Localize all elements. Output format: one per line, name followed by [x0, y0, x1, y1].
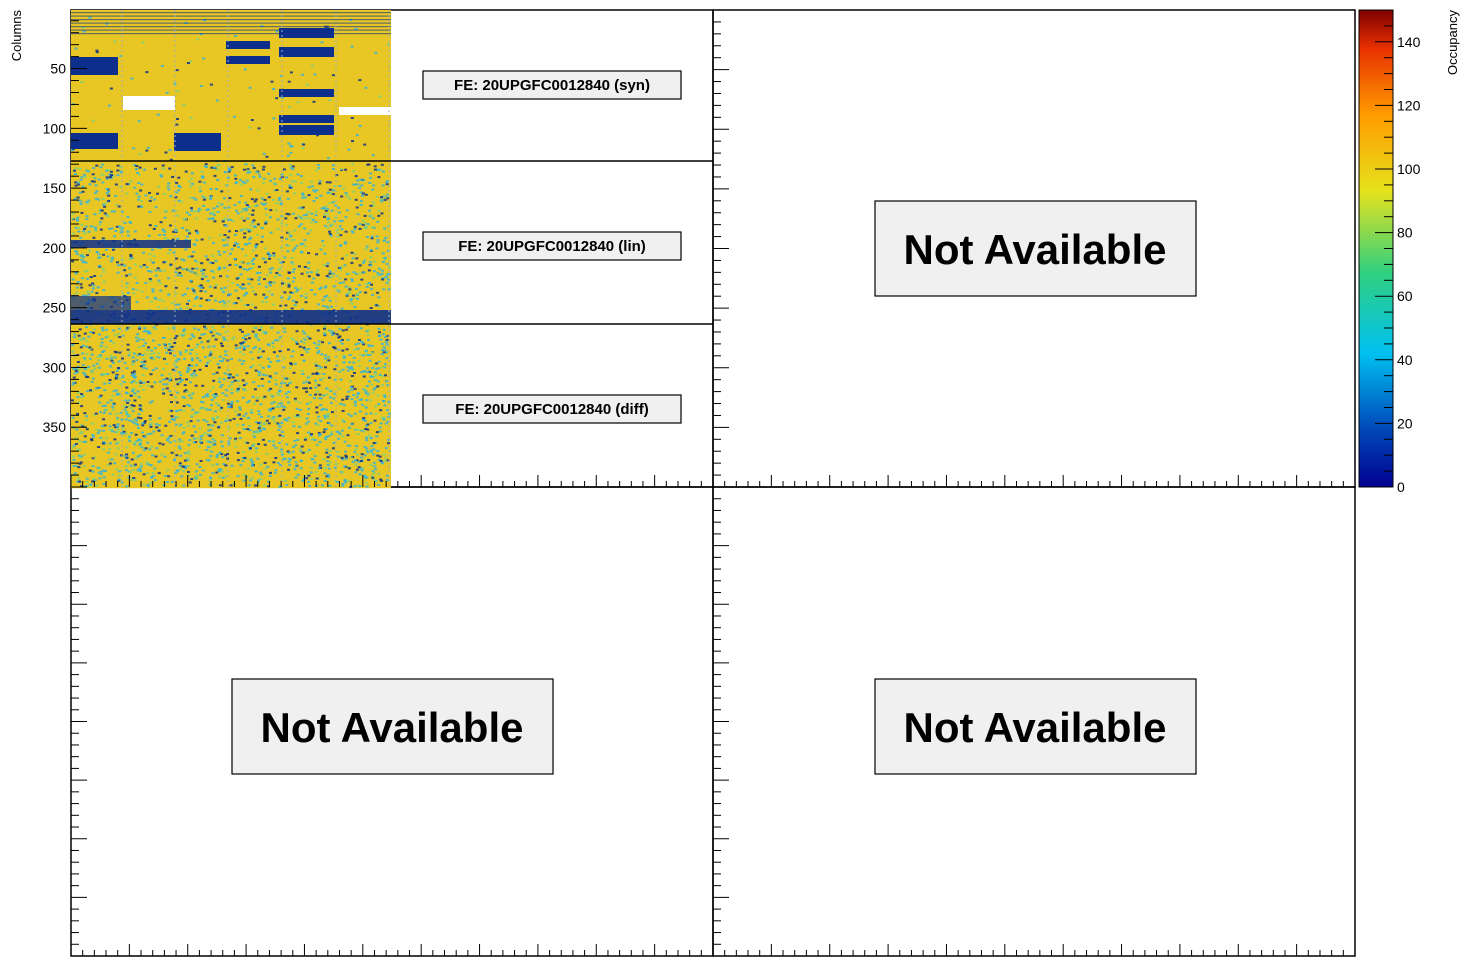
y-tick-label-250: 250: [43, 300, 67, 316]
svg-text:Not Available: Not Available: [261, 704, 524, 751]
svg-text:FE: 20UPGFC0012840 (lin): FE: 20UPGFC0012840 (lin): [458, 238, 646, 255]
heatmap-lin-dark-band: [71, 310, 391, 324]
colorbar-tick-label-140: 140: [1397, 34, 1421, 50]
not-available-top-right: Not Available: [874, 200, 1197, 297]
heatmap-region-syn: [71, 10, 391, 164]
heatmap-dead-block-1: [123, 96, 175, 110]
heatmap-lin-dark-line: [71, 240, 191, 248]
heatmap-dead-block-2: [339, 107, 391, 115]
occupancy-heatmap: [71, 10, 391, 489]
region-label-lin: FE: 20UPGFC0012840 (lin): [422, 231, 682, 261]
colorbar-title: Occupancy: [1445, 10, 1460, 76]
not-available-bottom-right: Not Available: [874, 678, 1197, 775]
y-tick-label-100: 100: [43, 120, 67, 136]
svg-text:FE: 20UPGFC0012840 (syn): FE: 20UPGFC0012840 (syn): [454, 77, 650, 94]
colorbar-ticks: 0 20 40 60 80 100 120 140: [1375, 9, 1421, 495]
y-tick-label-150: 150: [43, 180, 67, 196]
axis-ticks: [70, 9, 1356, 957]
colorbar-tick-label-100: 100: [1397, 161, 1421, 177]
y-tick-label-200: 200: [43, 240, 67, 256]
y-tick-label-50: 50: [50, 61, 66, 77]
y-tick-label-350: 350: [43, 419, 67, 435]
svg-text:Not Available: Not Available: [904, 226, 1167, 273]
colorbar-tick-label-120: 120: [1397, 97, 1421, 113]
region-label-diff: FE: 20UPGFC0012840 (diff): [422, 394, 682, 424]
heatmap-lin-dark-corner: [71, 296, 131, 310]
y-axis-title: Columns: [9, 10, 24, 62]
colorbar-tick-label-60: 60: [1397, 288, 1413, 304]
not-available-bottom-left: Not Available: [231, 678, 554, 775]
y-tick-label-300: 300: [43, 360, 67, 376]
colorbar-tick-label-0: 0: [1397, 479, 1405, 495]
heatmap-noise-diff: [71, 325, 391, 488]
colorbar-tick-label-20: 20: [1397, 415, 1413, 431]
heatmap-syn-masked-blocks: [71, 12, 391, 151]
region-label-syn: FE: 20UPGFC0012840 (syn): [422, 70, 682, 100]
y-axis-tick-labels: 50 100 150 200 250 300 350: [43, 61, 67, 436]
svg-text:FE: 20UPGFC0012840 (diff): FE: 20UPGFC0012840 (diff): [455, 401, 648, 418]
svg-text:Not Available: Not Available: [904, 704, 1167, 751]
colorbar-tick-label-80: 80: [1397, 225, 1413, 241]
colorbar-tick-label-40: 40: [1397, 352, 1413, 368]
